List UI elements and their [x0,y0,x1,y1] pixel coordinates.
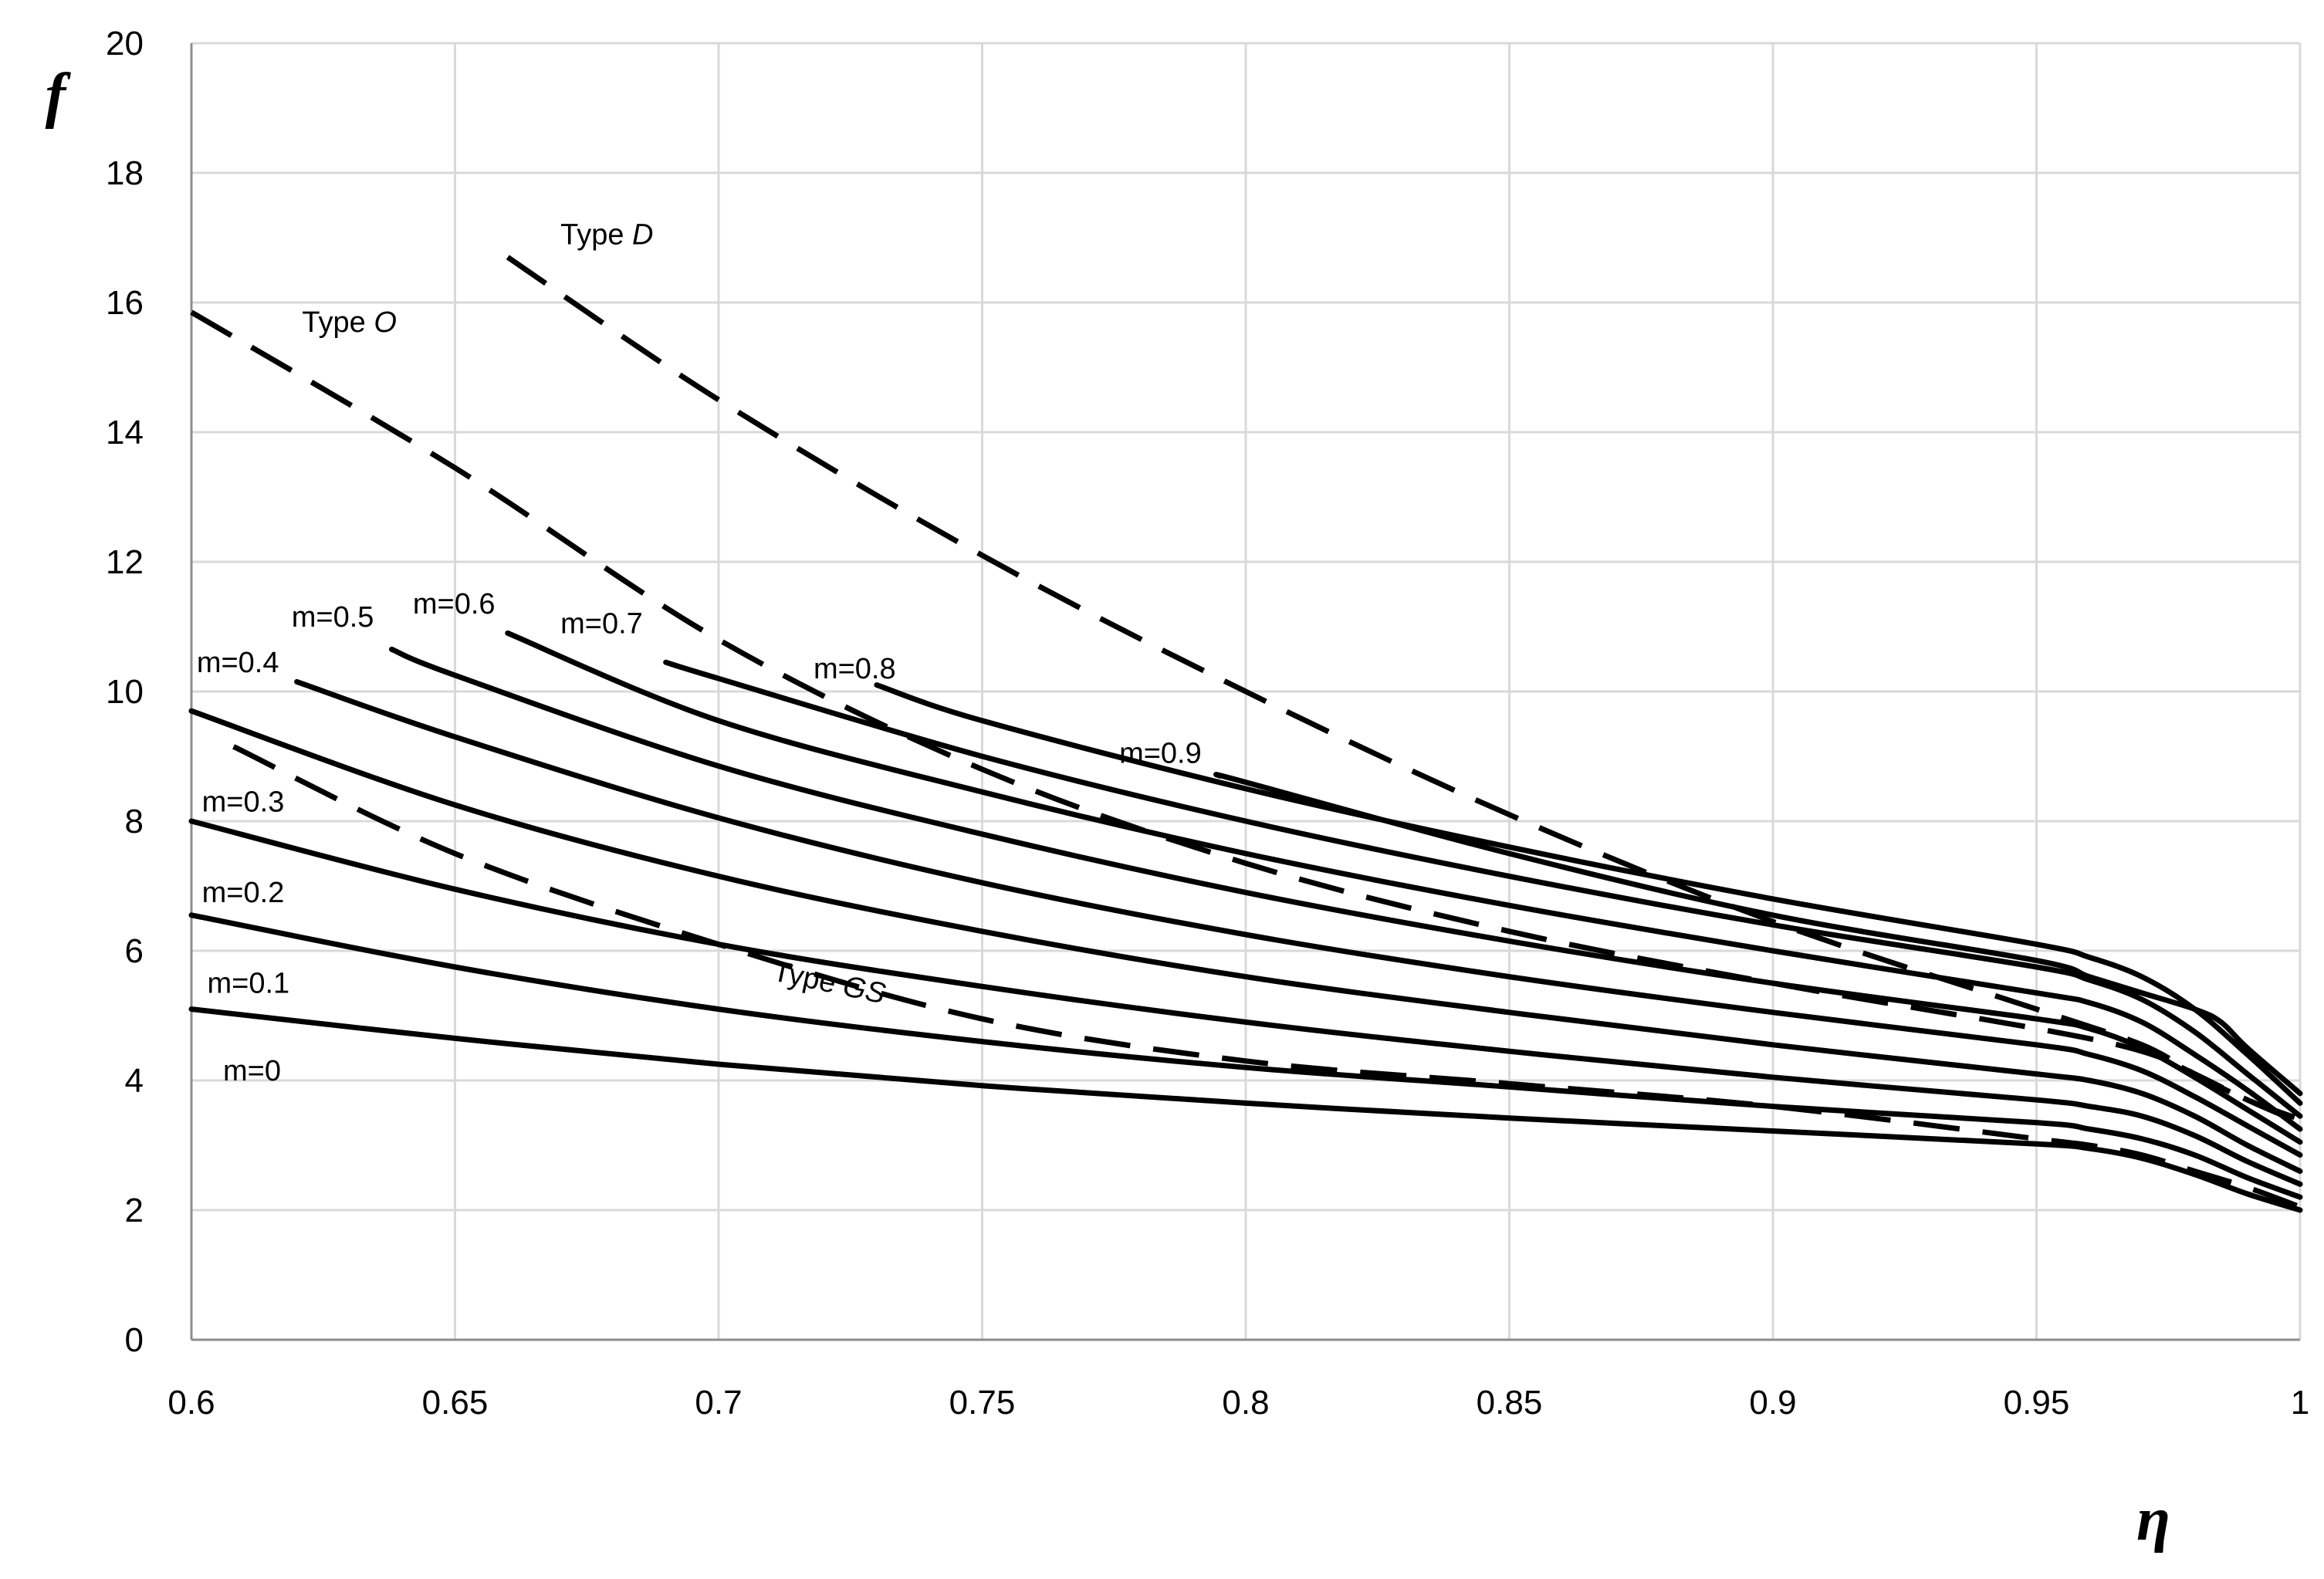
x-tick-label: 0.95 [2004,1384,2070,1422]
x-tick-label: 0.65 [422,1384,489,1422]
tick-labels: 0 2 4 6 8 10 12 14 16 18 20 0.6 0.65 0.7 0.75 0.8 0.85 0.… [106,25,2309,1422]
series-line-m-0-4 [294,678,2303,1158]
axes [190,43,2300,1341]
series-label-m-0-6: m=0.6 [413,588,496,620]
y-tick-label: 8 [125,803,144,840]
series-label-m-0-2: m=0.2 [202,877,285,909]
series-label-m-0-9: m=0.9 [1119,737,1202,769]
y-axis-title: f [46,62,72,130]
series-label-type-o: Type O [302,306,397,339]
series-line-m-0-2 [188,818,2303,1187]
series-line-m-0-6 [505,630,2303,1132]
series-label-type-d: Type D [560,218,653,251]
series-line-m-0 [188,1006,2303,1213]
series-label-m-0-3: m=0.3 [202,786,285,818]
y-tick-label: 20 [106,25,144,63]
series-label-m-0-7: m=0.7 [560,607,643,640]
series-line-m-0-5 [389,646,2303,1145]
series-line-m-0-8 [874,682,2303,1106]
series-label-m-0: m=0 [223,1055,281,1087]
series-labels: m=0 m=0.1 m=0.2 m=0.3 m=0.4 m=0.5 m=0.6 m=0.7 m=… [197,218,1202,1087]
series-label-m-0-1: m=0.1 [207,968,289,1000]
series-line-type-o [190,309,2302,1125]
series-label-m-0-4: m=0.4 [197,647,279,679]
y-tick-label: 2 [125,1192,144,1229]
series-line-m-0-7 [663,659,2303,1119]
series-line-type-gs [232,744,2302,1210]
x-tick-label: 0.8 [1222,1384,1269,1422]
x-tick-label: 1 [2291,1384,2309,1422]
x-tick-label: 0.7 [695,1384,742,1422]
x-tick-label: 0.9 [1749,1384,1796,1422]
y-tick-label: 6 [125,932,144,970]
series-layer [188,255,2303,1213]
y-tick-label: 14 [106,414,144,451]
y-tick-label: 18 [106,154,144,192]
x-tick-label: 0.85 [1477,1384,1543,1422]
series-label-m-0-8: m=0.8 [814,653,896,685]
series-line-m-0-3 [188,708,2303,1175]
series-line-type-d [506,255,2302,1122]
x-axis-title: η [2136,1486,2170,1554]
series-line-m-0-1 [188,912,2303,1200]
x-tick-label: 0.6 [167,1384,215,1422]
y-tick-label: 0 [125,1321,144,1359]
series-line-m-0-9 [1213,772,2303,1097]
y-tick-label: 4 [125,1062,144,1100]
y-tick-label: 16 [106,284,144,322]
x-tick-label: 0.75 [949,1384,1016,1422]
y-tick-label: 12 [106,543,144,581]
y-tick-label: 10 [106,673,144,711]
series-label-m-0-5: m=0.5 [292,601,374,634]
